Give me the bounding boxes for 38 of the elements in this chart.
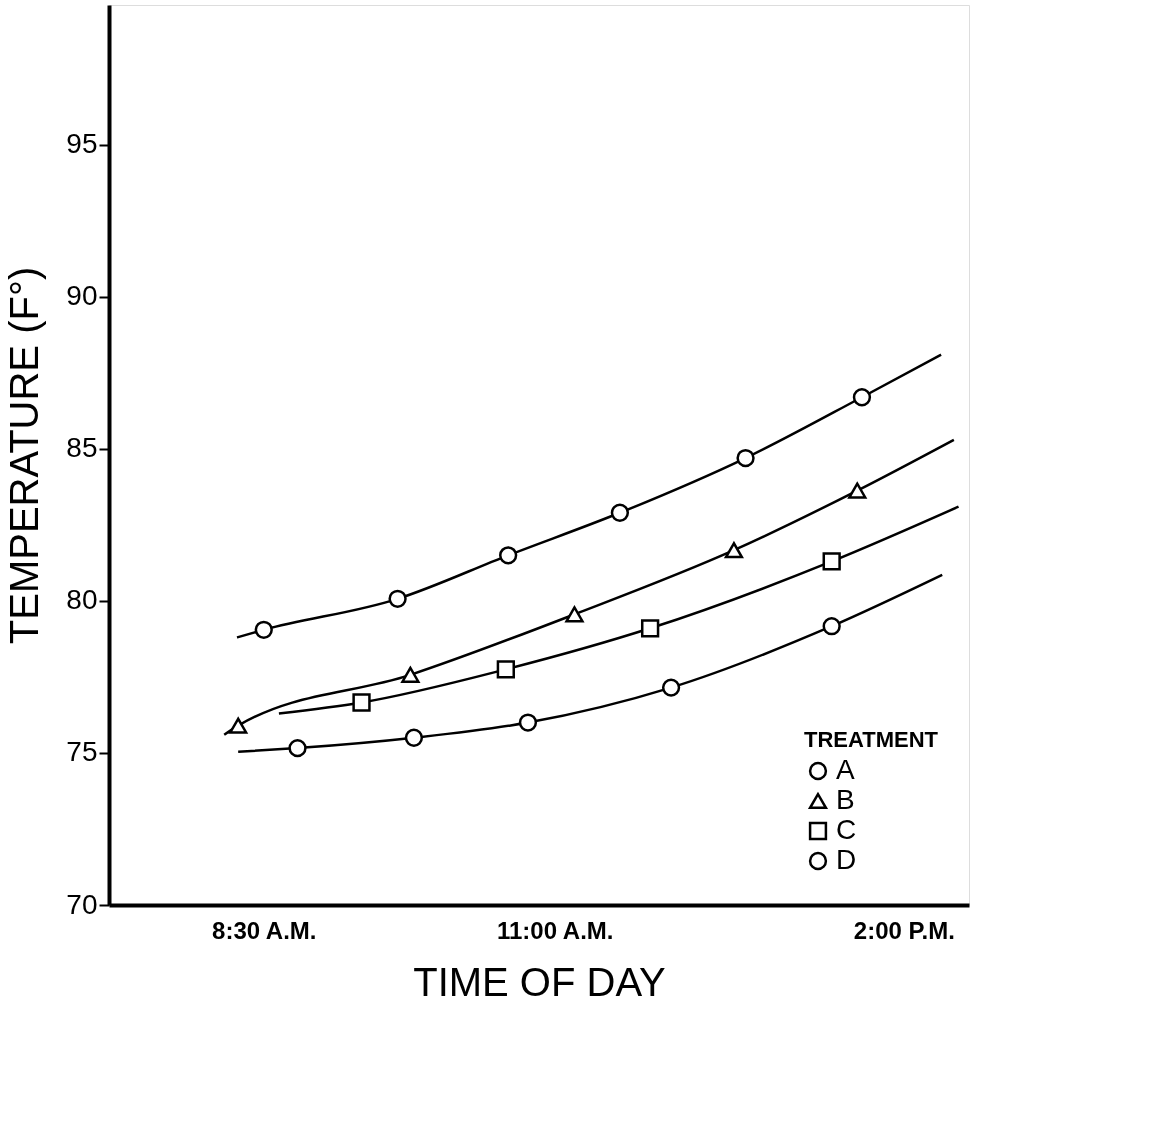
point (254, 620, 273, 639)
legend-label: B (836, 784, 855, 815)
y-tick-label: 75 (66, 736, 98, 768)
point (352, 693, 371, 712)
point (724, 542, 744, 559)
point (610, 503, 630, 522)
x-tick-label: 8:30 A.M. (212, 916, 317, 944)
point (388, 589, 407, 608)
legend-label: C (836, 814, 857, 845)
point (229, 717, 248, 734)
legend-title: TREATMENT (804, 727, 939, 752)
point (848, 482, 867, 499)
point (518, 713, 538, 732)
y-tick-label: 80 (66, 584, 98, 616)
point (640, 619, 660, 638)
y-tick-label: 90 (66, 280, 98, 312)
legend-label: D (836, 844, 857, 875)
point (736, 448, 755, 468)
point (401, 666, 420, 683)
point (852, 388, 872, 407)
point (822, 552, 841, 571)
x-tick-label: 11:00 A.M. (496, 916, 614, 944)
y-tick-label: 95 (66, 128, 98, 160)
point (496, 660, 515, 679)
x-axis-title: TIME OF DAY (413, 959, 666, 1004)
point (822, 617, 841, 636)
line-series (277, 505, 960, 715)
point (565, 606, 584, 623)
line-series (235, 353, 943, 639)
legend-label: A (836, 754, 855, 785)
y-axis-title: TEMPERATURE (F°) (2, 266, 47, 645)
point (404, 728, 424, 747)
y-tick-label: 85 (66, 432, 98, 464)
x-tick-label: 2:00 P.M. (853, 916, 955, 944)
point (499, 546, 518, 565)
point (288, 738, 307, 758)
point (661, 678, 681, 697)
y-tick-label: 70 (66, 888, 98, 920)
